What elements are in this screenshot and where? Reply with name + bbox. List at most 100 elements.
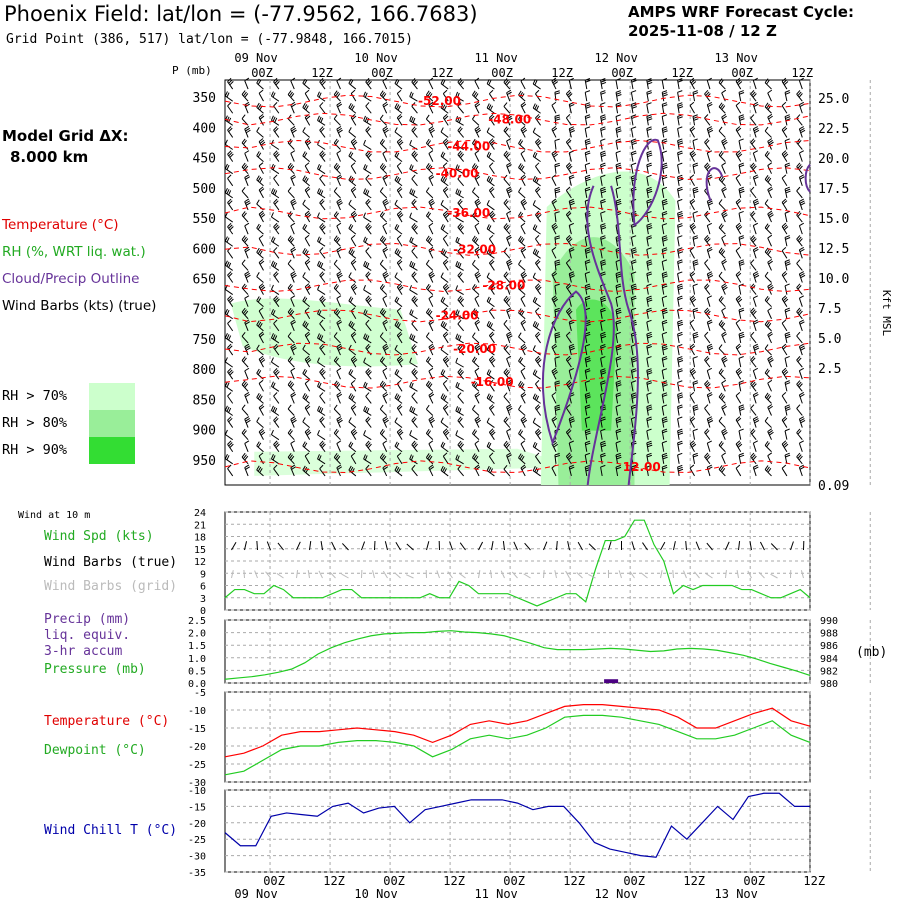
wind-barb-flag [489, 468, 493, 474]
wind-barb-flag [425, 259, 430, 265]
wind-barb-flag [287, 404, 292, 410]
wind-barb-flag [707, 464, 712, 468]
wind-barb-flag [289, 357, 293, 363]
wind-barb-flag [677, 440, 683, 444]
wind-barb-flag [474, 383, 479, 389]
wind-barb-flag [244, 391, 250, 396]
wind-barb-flag [782, 369, 788, 374]
time-tick-top: 00Z [251, 66, 273, 80]
wind-barb-flag [396, 80, 400, 85]
wind-barb-flag [785, 164, 791, 168]
wind-barb [273, 323, 280, 332]
wind-barb-flag [396, 176, 400, 182]
wind-barb-flag [350, 331, 356, 336]
wind-barb-flag [259, 468, 263, 473]
wind-barb-flag [753, 345, 759, 349]
time-tick-bottom: 12Z [803, 874, 825, 888]
wind-barb-flag [397, 395, 401, 401]
wind-barb-flag [521, 417, 527, 422]
wind-barb-flag [227, 77, 232, 83]
wind-barb-flag [534, 225, 538, 231]
wind-barb [271, 434, 280, 441]
wind-barb [677, 382, 680, 392]
wind-barb-flag [796, 331, 801, 337]
wind-barb-flag [738, 235, 744, 238]
precip-tick: 0.0 [188, 679, 206, 690]
wind-barb-flag [397, 430, 403, 435]
wind-barb-flag [735, 440, 741, 445]
wind-barb [784, 430, 788, 440]
surface-wind-barb [770, 543, 778, 551]
rh90-swatch [89, 437, 135, 464]
wind-barb-flag [318, 189, 322, 195]
wind-barb-flag [796, 452, 801, 458]
wind-barb-flag [750, 138, 755, 143]
surface-grid-barb [588, 573, 596, 579]
wind-barb-flag [678, 142, 684, 146]
wind-barb-flag [270, 454, 274, 460]
wind-barb-flag [290, 93, 295, 98]
wind-barb [646, 466, 649, 477]
wind-barb-flag [351, 139, 357, 144]
wind-barb-flag [585, 344, 591, 347]
wind-barb [348, 276, 357, 283]
wind-barb-flag [241, 90, 246, 95]
wind-barb-flag [536, 405, 541, 411]
surface-wind-barb [556, 540, 558, 551]
wind-barb-flag [305, 115, 311, 120]
wind-barb-flag [708, 129, 714, 134]
wind-barb-flag [799, 440, 804, 444]
wind-barb [350, 165, 357, 174]
wind-barb-flag [379, 308, 384, 313]
wind-barb-flag [445, 431, 450, 436]
wind-barb [457, 106, 465, 114]
wind-barb-flag [520, 391, 526, 396]
wind-barb-flag [735, 77, 741, 82]
wind-barb-flag [800, 274, 806, 279]
wind-barb-flag [504, 200, 509, 205]
wind-barb-flag [366, 297, 371, 302]
wind-barb-flag [705, 236, 710, 241]
wind-barb [488, 93, 495, 102]
wind-barb-flag [784, 162, 790, 166]
wind-barb [426, 118, 434, 126]
wind-barb-flag [397, 178, 401, 183]
wind-barb-flag [662, 466, 668, 470]
wind-barb-flag [243, 236, 247, 242]
wind-barb-flag [798, 310, 803, 316]
wind-barb-flag [600, 126, 606, 130]
wind-barb-flag [569, 464, 574, 468]
wind-barb-flag [259, 115, 265, 120]
wind-barb-flag [507, 333, 512, 337]
wind-barb-flag [302, 368, 306, 374]
wind-barb-flag [796, 114, 801, 119]
wind-barb-flag [753, 321, 759, 325]
wind-barb-flag [646, 382, 653, 385]
wind-barb [302, 348, 310, 356]
wind-barb-flag [348, 199, 352, 205]
wind-barb [661, 406, 665, 416]
date-tick-top: 10 Nov [354, 51, 397, 65]
wind-barb-flag [520, 440, 526, 445]
wind-barb-flag [486, 345, 490, 350]
windchill-panel-frame [224, 789, 811, 873]
wind-barb [273, 395, 280, 404]
wind-barb-flag [615, 392, 621, 396]
wind-barb-flag [320, 407, 324, 413]
wind-barb [302, 421, 310, 428]
wind-barb [503, 178, 511, 187]
wind-barb-flag [522, 419, 528, 424]
wind-barb-flag [535, 380, 540, 385]
wind-barb-flag [458, 190, 462, 196]
wind-barb-flag [457, 368, 462, 373]
wind-barb-flag [554, 90, 560, 93]
wind-barb-flag [244, 367, 250, 372]
wind-barb-flag [274, 272, 279, 278]
wind-barb-flag [399, 214, 404, 219]
time-tick-top: 12Z [671, 66, 693, 80]
wind-barb-flag [440, 465, 444, 471]
wind-barb [554, 285, 557, 295]
wind-panel-frame [224, 511, 811, 611]
height-axis-title: Kft MSL [880, 290, 893, 337]
wind-barb-flag [474, 246, 480, 251]
